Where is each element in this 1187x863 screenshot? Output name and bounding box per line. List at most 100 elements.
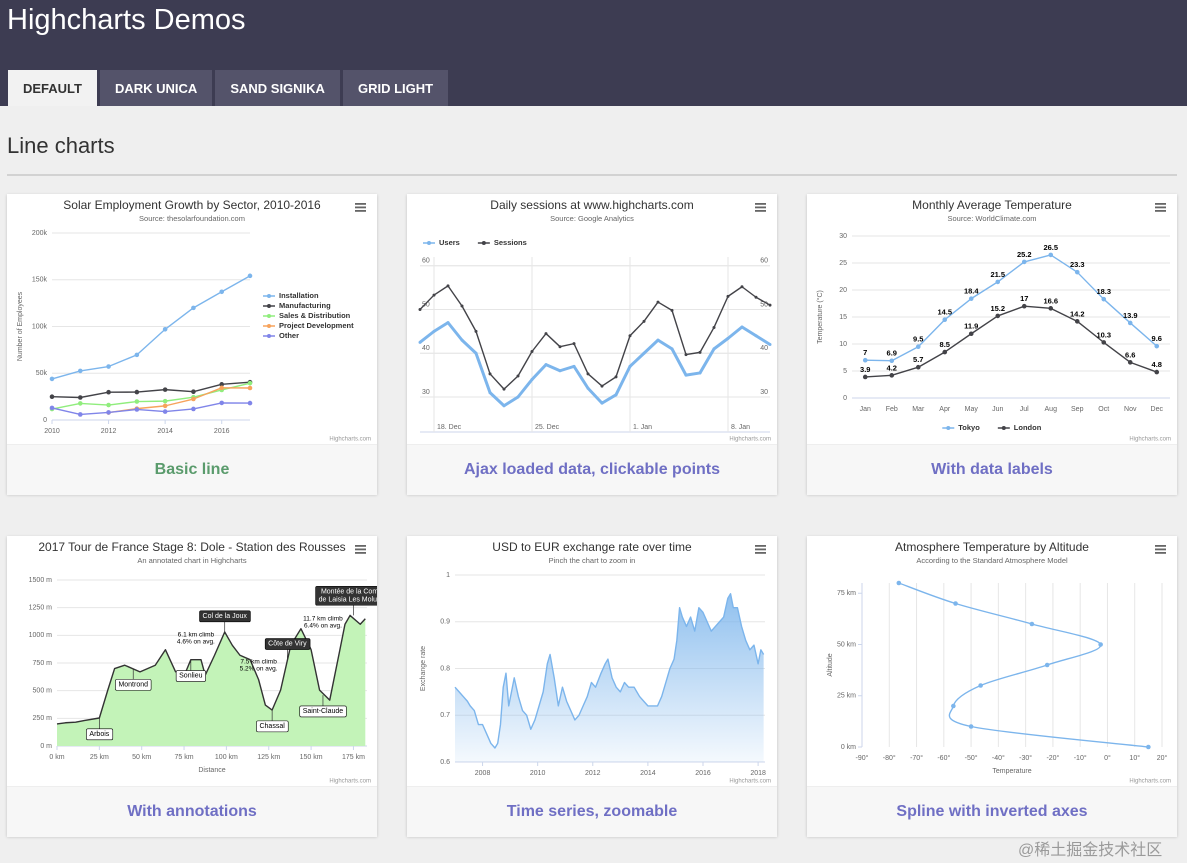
marker [572, 364, 576, 368]
y-tick-label: 25 [839, 260, 847, 267]
marker [247, 380, 253, 386]
marker [712, 347, 716, 351]
tab[interactable]: SAND SIGNIKA [215, 70, 340, 106]
legend-marker [1001, 426, 1006, 430]
x-tick-label: Dec [1151, 406, 1164, 413]
data-label: 6.6 [1125, 350, 1135, 359]
legend-marker [427, 241, 431, 245]
marker [614, 393, 618, 397]
menu-icon-bar [1155, 552, 1166, 554]
card-caption[interactable]: With data labels [807, 444, 1177, 495]
x-tick-label: Feb [886, 406, 898, 413]
x-tick-label: Apr [939, 406, 951, 413]
note-line: 7.5 km climb [240, 658, 277, 665]
marker [1021, 259, 1027, 265]
credits: Highcharts.com [329, 437, 371, 443]
marker [915, 344, 921, 349]
menu-icon-bar [355, 203, 366, 205]
chart-subtitle: An annotated chart in Highcharts [137, 556, 246, 565]
demo-card[interactable]: Atmosphere Temperature by Altitude Accord… [807, 536, 1177, 837]
x-tick-label: 25 km [837, 693, 856, 700]
marker [474, 329, 478, 333]
credits: Highcharts.com [329, 779, 371, 785]
marker [953, 601, 958, 606]
marker [1029, 621, 1035, 627]
x-tick-label: 2014 [640, 770, 656, 777]
y2-tick-label: 60 [760, 258, 768, 265]
card-caption[interactable]: Spline with inverted axes [807, 786, 1177, 837]
chart-subtitle: Source: thesolarfoundation.com [139, 214, 245, 223]
y-tick-label: 750 m [33, 660, 53, 667]
legend-marker [267, 314, 271, 318]
axis-title: Temperature [992, 768, 1031, 775]
marker [106, 364, 111, 369]
demo-card[interactable]: 2017 Tour de France Stage 8: Dole - Stat… [7, 536, 377, 837]
chart-subtitle: Source: Google Analytics [550, 214, 634, 223]
tab[interactable]: DEFAULT [8, 70, 97, 106]
data-label: 21.5 [990, 270, 1005, 279]
y-tick-label: 10 [839, 341, 847, 348]
demo-card[interactable]: Monthly Average Temperature Source: World… [807, 194, 1177, 495]
data-label: 4.8 [1152, 360, 1162, 369]
credits: Highcharts.com [729, 437, 771, 443]
marker [460, 338, 464, 342]
header: Highcharts Demos DEFAULT DARK UNICA SAND S… [0, 0, 1187, 106]
annotation-line: Sonlieu [179, 673, 202, 680]
y-tick-label: 500 m [33, 688, 53, 695]
annotation-box [86, 728, 114, 741]
menu-icon-bar [1155, 210, 1166, 212]
card-caption[interactable]: Basic line [7, 444, 377, 495]
marker [915, 364, 921, 370]
card-caption[interactable]: With annotations [7, 786, 377, 837]
marker [432, 293, 436, 297]
chart-title: Atmosphere Temperature by Altitude [895, 540, 1089, 554]
menu-icon-bar [355, 545, 366, 547]
tab[interactable]: DARK UNICA [99, 70, 213, 106]
section-rule [7, 174, 1177, 176]
demo-card[interactable]: Daily sessions at www.highcharts.com Sour… [407, 194, 777, 495]
menu-icon-bar [755, 548, 766, 551]
annotation-label: Côte de Viry [268, 641, 307, 648]
x-tick-label: Jan [860, 406, 871, 413]
y-tick-label: -60° [937, 754, 950, 762]
menu-icon-bar [755, 203, 766, 205]
marker [1101, 296, 1107, 302]
demo-card[interactable]: USD to EUR exchange rate over time Pinch … [407, 536, 777, 837]
menu-icon-bar [755, 206, 766, 209]
data-label: 8.5 [940, 340, 950, 349]
note-line: 5.2% on avg. [240, 665, 278, 672]
tab[interactable]: GRID LIGHT [342, 70, 449, 106]
marker [740, 285, 744, 289]
annotation-box [115, 679, 152, 691]
chart-title: 2017 Tour de France Stage 8: Dole - Stat… [38, 540, 345, 554]
demo-card[interactable]: Solar Employment Growth by Sector, 2010-… [7, 194, 377, 495]
y-tick-label: -20° [1046, 754, 1059, 762]
marker [49, 376, 55, 382]
annotation-box [264, 638, 311, 650]
legend-label: Manufacturing [279, 301, 331, 310]
marker [134, 352, 140, 358]
marker [889, 373, 895, 378]
menu-icon-bar [755, 210, 766, 212]
y-tick-label: -70° [910, 754, 923, 762]
marker [942, 317, 948, 322]
marker [642, 351, 646, 355]
card-caption[interactable]: Ajax loaded data, clickable points [407, 444, 777, 495]
marker [544, 332, 548, 336]
annotation-box [175, 670, 206, 682]
y-tick-label: 30 [422, 389, 430, 396]
card-caption[interactable]: Time series, zoomable [407, 786, 777, 837]
y-tick-label: 50k [36, 370, 48, 377]
credits: Highcharts.com [1129, 437, 1171, 443]
x-tick-label: 0 km [841, 744, 856, 751]
chart-title: Solar Employment Growth by Sector, 2010-… [63, 198, 321, 212]
y-tick-label: 0 m [40, 743, 52, 750]
chart: Monthly Average Temperature Source: World… [816, 198, 1171, 443]
marker [134, 399, 140, 404]
marker [586, 372, 590, 376]
marker [1146, 744, 1151, 750]
marker [77, 401, 83, 406]
marker [106, 410, 111, 415]
marker [502, 404, 506, 408]
data-label: 14.2 [1070, 309, 1085, 318]
